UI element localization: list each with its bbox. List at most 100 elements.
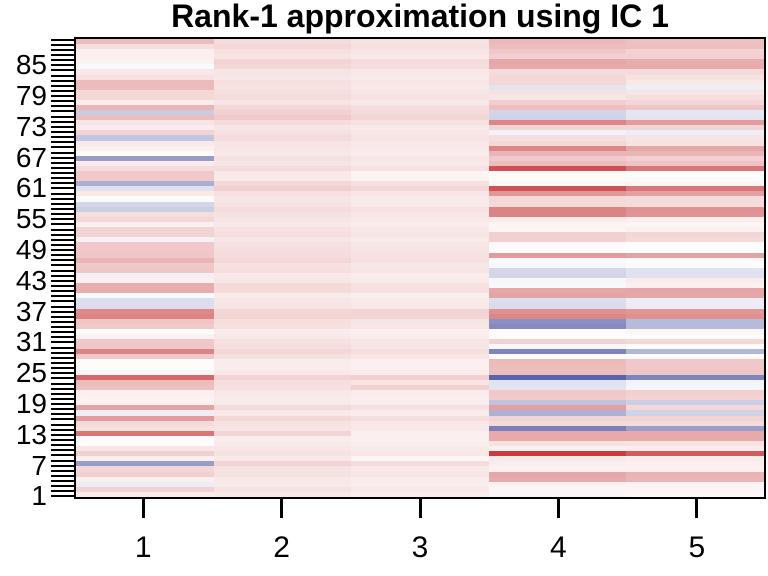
y-axis-tick bbox=[51, 243, 74, 246]
heatmap-cell bbox=[213, 354, 352, 360]
heatmap-cell bbox=[76, 359, 214, 365]
heatmap-cell bbox=[488, 221, 627, 228]
y-axis-label: 85 bbox=[15, 49, 47, 81]
heatmap-cell bbox=[213, 211, 352, 217]
y-axis-tick bbox=[51, 182, 74, 185]
heatmap-cell bbox=[488, 369, 627, 375]
heatmap-cell bbox=[351, 486, 489, 492]
heatmap-cell bbox=[351, 384, 489, 391]
heatmap-cell bbox=[76, 410, 214, 416]
heatmap-cell bbox=[213, 44, 352, 50]
heatmap-cell bbox=[76, 344, 214, 350]
heatmap-cell bbox=[213, 395, 352, 401]
y-axis-tick bbox=[51, 249, 74, 252]
heatmap-cell bbox=[76, 379, 214, 385]
heatmap-cell bbox=[488, 237, 627, 243]
heatmap-cell bbox=[488, 94, 627, 100]
heatmap-cell bbox=[213, 145, 352, 151]
heatmap-cell bbox=[626, 405, 764, 411]
heatmap-cell bbox=[213, 84, 352, 90]
heatmap-cell bbox=[351, 359, 489, 365]
heatmap-cell bbox=[213, 89, 352, 95]
heatmap-cell bbox=[626, 384, 764, 391]
y-axis-tick bbox=[51, 192, 74, 195]
heatmap-cell bbox=[76, 221, 214, 228]
heatmap-cell bbox=[76, 74, 214, 80]
heatmap-cell bbox=[213, 94, 352, 100]
heatmap-cell bbox=[626, 334, 764, 340]
x-axis-tick bbox=[556, 499, 560, 518]
x-axis-tick bbox=[695, 499, 699, 518]
heatmap-grid bbox=[76, 39, 764, 497]
y-axis-tick bbox=[51, 454, 74, 457]
heatmap-cell bbox=[76, 476, 214, 482]
heatmap-cell bbox=[626, 262, 764, 268]
heatmap-cell bbox=[626, 451, 764, 457]
heatmap-cell bbox=[213, 110, 352, 116]
heatmap-cell bbox=[351, 191, 489, 197]
heatmap-cell bbox=[213, 54, 352, 60]
heatmap-cell bbox=[213, 461, 352, 467]
y-axis-tick bbox=[51, 413, 74, 416]
heatmap-cell bbox=[488, 130, 627, 136]
y-axis-tick bbox=[51, 372, 74, 375]
heatmap-cell bbox=[488, 425, 627, 431]
heatmap-cell bbox=[351, 206, 489, 212]
heatmap-cell bbox=[76, 252, 214, 258]
y-axis-tick bbox=[51, 264, 74, 267]
heatmap-cell bbox=[213, 334, 352, 340]
heatmap-cell bbox=[626, 410, 764, 416]
y-axis-tick bbox=[51, 444, 74, 447]
heatmap-cell bbox=[351, 196, 489, 202]
y-axis-label: 55 bbox=[15, 203, 47, 235]
heatmap-cell bbox=[213, 155, 352, 161]
y-axis-tick bbox=[51, 403, 74, 406]
heatmap-cell bbox=[76, 140, 214, 146]
heatmap-cell bbox=[626, 176, 764, 182]
heatmap-cell bbox=[626, 135, 764, 141]
y-axis-tick bbox=[51, 474, 74, 477]
heatmap-cell bbox=[351, 59, 489, 65]
heatmap-cell bbox=[76, 486, 214, 492]
heatmap-cell bbox=[626, 89, 764, 95]
heatmap-cell bbox=[76, 328, 214, 334]
heatmap-cell bbox=[351, 288, 489, 294]
heatmap-cell bbox=[626, 446, 764, 452]
y-axis-tick bbox=[51, 202, 74, 205]
heatmap-cell bbox=[213, 237, 352, 243]
heatmap-cell bbox=[351, 318, 489, 324]
heatmap-cell bbox=[626, 369, 764, 375]
y-axis-tick bbox=[51, 166, 74, 169]
heatmap-cell bbox=[76, 44, 214, 50]
heatmap-cell bbox=[351, 150, 489, 156]
heatmap-cell bbox=[213, 191, 352, 197]
heatmap-cell bbox=[76, 79, 214, 85]
heatmap-cell bbox=[626, 323, 764, 329]
heatmap-cell bbox=[213, 186, 352, 192]
y-axis-tick bbox=[51, 110, 74, 113]
heatmap-cell bbox=[626, 94, 764, 100]
heatmap-cell bbox=[76, 288, 214, 294]
y-axis-tick bbox=[51, 449, 74, 452]
heatmap-cell bbox=[76, 84, 214, 90]
heatmap-cell bbox=[351, 221, 489, 228]
heatmap-cell bbox=[488, 410, 627, 416]
heatmap-cell bbox=[488, 39, 627, 45]
x-axis-tick bbox=[418, 499, 422, 518]
heatmap-cell bbox=[213, 476, 352, 482]
y-axis-tick bbox=[51, 79, 74, 82]
heatmap-cell bbox=[626, 232, 764, 238]
heatmap-cell bbox=[626, 318, 764, 324]
heatmap-cell bbox=[351, 277, 489, 284]
heatmap-cell bbox=[488, 379, 627, 385]
heatmap-cell bbox=[351, 344, 489, 350]
heatmap-cell bbox=[626, 74, 764, 80]
heatmap-cell bbox=[76, 293, 214, 299]
y-axis-label: 79 bbox=[15, 80, 47, 112]
heatmap-cell bbox=[213, 69, 352, 75]
heatmap-cell bbox=[488, 313, 627, 319]
heatmap-cell bbox=[76, 216, 214, 222]
heatmap-cell bbox=[213, 328, 352, 334]
heatmap-cell bbox=[76, 145, 214, 151]
y-axis-tick bbox=[51, 43, 74, 46]
